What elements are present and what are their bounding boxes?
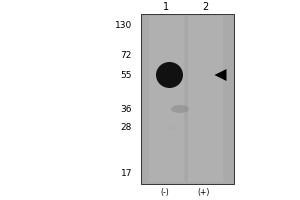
Text: 2: 2 (202, 2, 208, 12)
Ellipse shape (167, 124, 176, 130)
Bar (149, 16, 184, 182)
Text: (-): (-) (160, 188, 169, 196)
Ellipse shape (156, 62, 183, 88)
Text: 1: 1 (164, 2, 169, 12)
Text: 36: 36 (121, 104, 132, 114)
Text: 28: 28 (121, 122, 132, 132)
Text: 72: 72 (121, 51, 132, 60)
Text: (+): (+) (197, 188, 210, 196)
Text: 55: 55 (121, 71, 132, 79)
Ellipse shape (171, 105, 189, 113)
Polygon shape (214, 69, 226, 81)
Bar (188, 16, 223, 182)
Bar (141, 14, 234, 184)
Text: 17: 17 (121, 168, 132, 178)
Text: 130: 130 (115, 21, 132, 29)
